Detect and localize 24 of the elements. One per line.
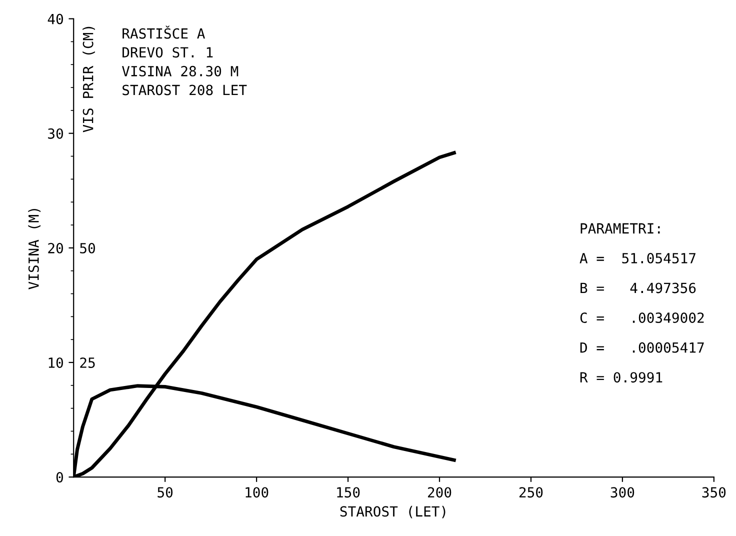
x-tick-label: 350: [702, 487, 726, 498]
y-tick-label: 20: [48, 242, 63, 254]
y-tick-label: 30: [48, 128, 63, 139]
y-tick-label: 0: [56, 472, 63, 483]
x-tick-label: 150: [337, 487, 360, 498]
x-tick-label: 200: [428, 487, 452, 498]
x-axis-title: STAROST (LET): [340, 506, 446, 518]
x-tick-label: 50: [158, 487, 173, 498]
y2-tick-label: 25: [80, 357, 95, 368]
annotation: B = 4.497356: [580, 282, 696, 294]
x-tick-label: 100: [246, 487, 268, 498]
y2-tick-label: 50: [80, 242, 95, 254]
x-tick-label: 300: [610, 487, 634, 498]
annotation: A = 51.054517: [580, 252, 696, 264]
annotation: PARAMETRI:: [580, 223, 660, 234]
text: RASTIŠCE A DREVO ST. 1 VISINA 28.30 M STAROST 208 LET: [122, 26, 247, 96]
y-tick-label: 40: [48, 14, 63, 24]
x-tick-label: 250: [519, 487, 543, 498]
annotation: D = .00005417: [580, 342, 704, 353]
y-tick-label: 10: [48, 357, 63, 368]
y-axis-title: VISINA (M): [28, 208, 41, 290]
annotation: R = 0.9991: [580, 372, 662, 383]
y2-axis-title: VIS PRIR (CM): [82, 26, 95, 132]
annotation: C = .00349002: [580, 312, 704, 323]
